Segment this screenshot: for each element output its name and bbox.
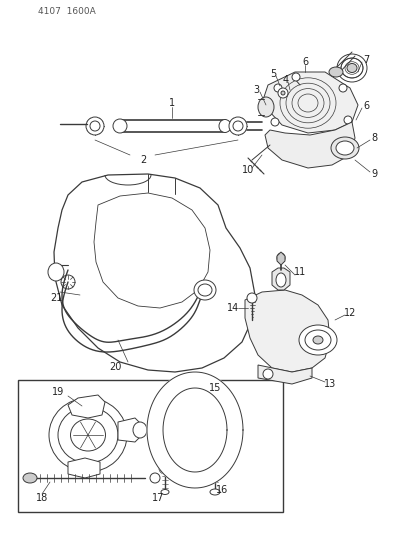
Ellipse shape xyxy=(210,489,220,495)
Polygon shape xyxy=(118,418,142,442)
Circle shape xyxy=(278,88,288,98)
Ellipse shape xyxy=(258,97,274,117)
Ellipse shape xyxy=(194,280,216,300)
Text: 12: 12 xyxy=(344,308,356,318)
Text: 19: 19 xyxy=(52,387,64,397)
Ellipse shape xyxy=(161,489,169,495)
Ellipse shape xyxy=(347,63,357,72)
Text: 16: 16 xyxy=(216,485,228,495)
Text: 10: 10 xyxy=(242,165,254,175)
Text: 5: 5 xyxy=(270,69,276,79)
Text: 14: 14 xyxy=(227,303,239,313)
Ellipse shape xyxy=(133,422,147,438)
Text: 6: 6 xyxy=(363,101,369,111)
Polygon shape xyxy=(277,252,285,265)
Ellipse shape xyxy=(86,117,104,135)
Circle shape xyxy=(159,462,171,474)
Ellipse shape xyxy=(329,67,343,77)
Ellipse shape xyxy=(23,473,37,483)
Ellipse shape xyxy=(48,263,64,281)
Circle shape xyxy=(339,84,347,92)
Polygon shape xyxy=(245,290,330,372)
Text: 11: 11 xyxy=(294,267,306,277)
Polygon shape xyxy=(264,72,358,133)
Circle shape xyxy=(247,293,257,303)
Circle shape xyxy=(210,460,220,470)
Ellipse shape xyxy=(337,54,367,82)
Ellipse shape xyxy=(198,284,212,296)
Text: 6: 6 xyxy=(302,57,308,67)
Text: 7: 7 xyxy=(363,55,369,65)
Circle shape xyxy=(281,91,285,95)
Polygon shape xyxy=(68,395,105,418)
Ellipse shape xyxy=(305,330,331,350)
Ellipse shape xyxy=(61,275,75,289)
Ellipse shape xyxy=(71,419,106,451)
Ellipse shape xyxy=(313,336,323,344)
Polygon shape xyxy=(272,268,290,290)
Circle shape xyxy=(292,73,300,81)
Ellipse shape xyxy=(58,407,118,463)
Polygon shape xyxy=(265,122,355,168)
Circle shape xyxy=(150,473,160,483)
Text: 20: 20 xyxy=(109,362,121,372)
Circle shape xyxy=(344,116,352,124)
Text: 21: 21 xyxy=(50,293,62,303)
Ellipse shape xyxy=(277,253,285,263)
Ellipse shape xyxy=(113,119,127,133)
Ellipse shape xyxy=(219,119,231,133)
Text: 17: 17 xyxy=(152,493,164,503)
Text: 2: 2 xyxy=(140,155,146,165)
Text: 8: 8 xyxy=(371,133,377,143)
Text: 13: 13 xyxy=(324,379,336,389)
Circle shape xyxy=(274,84,282,92)
Text: 18: 18 xyxy=(36,493,48,503)
Bar xyxy=(18,380,283,512)
Ellipse shape xyxy=(49,398,127,472)
Text: 1: 1 xyxy=(169,98,175,108)
Ellipse shape xyxy=(229,117,247,135)
Ellipse shape xyxy=(336,141,354,155)
Ellipse shape xyxy=(341,58,363,78)
Text: 9: 9 xyxy=(371,169,377,179)
Text: 3: 3 xyxy=(253,85,259,95)
Polygon shape xyxy=(54,174,255,372)
Polygon shape xyxy=(258,365,312,384)
Text: 15: 15 xyxy=(209,383,221,393)
Polygon shape xyxy=(68,458,100,478)
Text: 4107  1600A: 4107 1600A xyxy=(38,7,96,17)
Circle shape xyxy=(271,118,279,126)
Ellipse shape xyxy=(276,273,286,287)
Circle shape xyxy=(263,369,273,379)
Ellipse shape xyxy=(299,325,337,355)
Ellipse shape xyxy=(90,121,100,131)
Ellipse shape xyxy=(331,137,359,159)
Text: 4: 4 xyxy=(283,75,289,85)
Ellipse shape xyxy=(233,121,243,131)
Polygon shape xyxy=(147,372,243,488)
